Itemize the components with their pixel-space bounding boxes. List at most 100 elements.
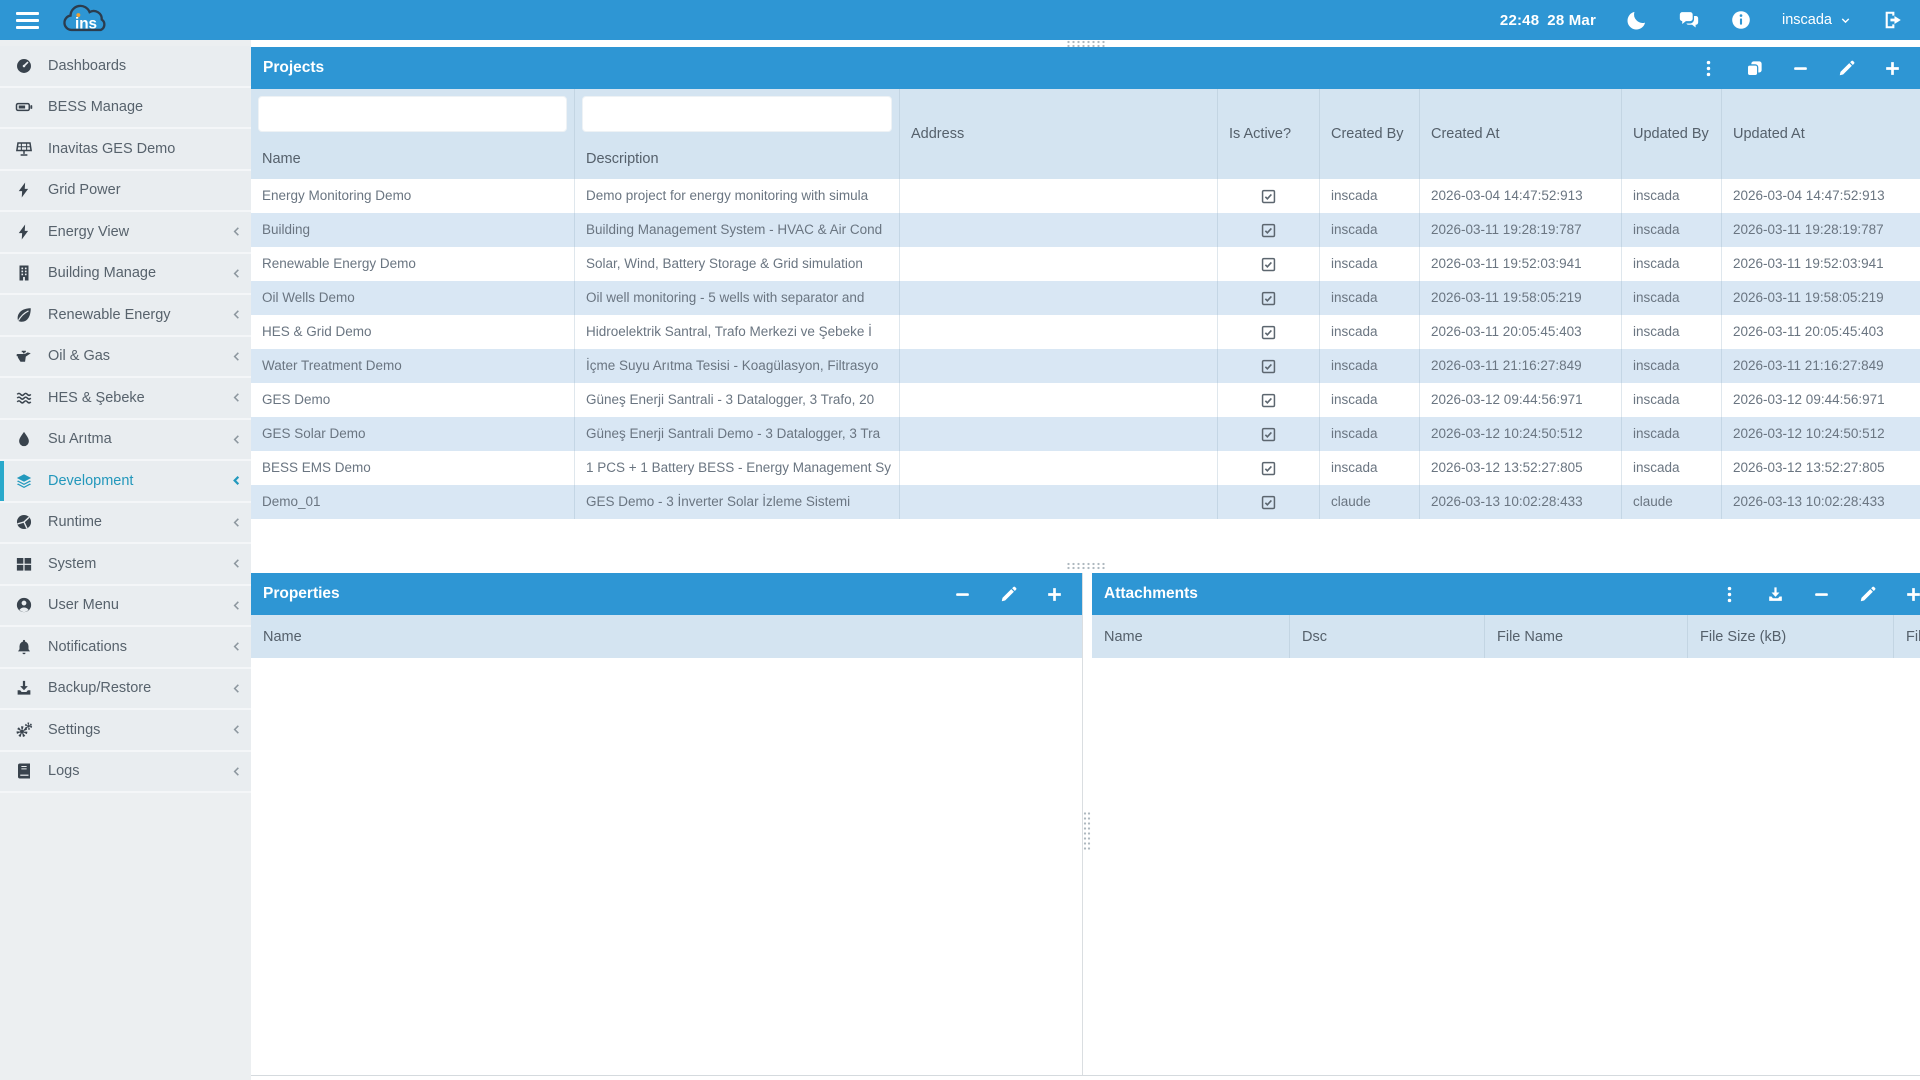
messages-icon[interactable]: [1678, 9, 1700, 31]
table-row[interactable]: Water Treatment Demo İçme Suyu Arıtma Te…: [251, 349, 1920, 383]
panel-splitter[interactable]: [1083, 573, 1092, 1075]
sidebar-item-oil-gas[interactable]: Oil & Gas: [0, 336, 251, 378]
projects-panel-resize-handle[interactable]: [1066, 40, 1106, 48]
sidebar-item-notifications[interactable]: Notifications: [0, 627, 251, 669]
column-header-name[interactable]: Name: [251, 89, 575, 179]
projects-panel-header: Projects: [251, 47, 1920, 89]
cell-created-by: inscada: [1320, 417, 1420, 451]
is-active-checkbox[interactable]: [1218, 485, 1320, 519]
edit-pencil-icon[interactable]: [1837, 59, 1856, 78]
is-active-checkbox[interactable]: [1218, 383, 1320, 417]
is-active-checkbox[interactable]: [1218, 179, 1320, 213]
svg-text:ins: ins: [75, 16, 97, 33]
collapse-minus-icon[interactable]: [953, 585, 972, 604]
sidebar-item-development[interactable]: Development: [0, 461, 251, 503]
table-row[interactable]: Demo_01 GES Demo - 3 İnverter Solar İzle…: [251, 485, 1920, 519]
is-active-checkbox[interactable]: [1218, 247, 1320, 281]
sidebar-item-dashboards[interactable]: Dashboards: [0, 46, 251, 88]
column-header-updated-by[interactable]: Updated By: [1622, 89, 1722, 179]
column-header-name[interactable]: Name: [263, 628, 302, 645]
leaf-icon: [0, 306, 48, 324]
edit-pencil-icon[interactable]: [1858, 585, 1877, 604]
table-row[interactable]: Energy Monitoring Demo Demo project for …: [251, 179, 1920, 213]
sidebar-item-grid-power[interactable]: Grid Power: [0, 170, 251, 212]
is-active-checkbox[interactable]: [1218, 417, 1320, 451]
cell-updated-at: 2026-03-11 20:05:45:403: [1733, 324, 1884, 339]
cell-created-at: 2026-03-12 09:44:56:971: [1420, 383, 1622, 417]
sidebar-item-bess-manage[interactable]: BESS Manage: [0, 87, 251, 129]
cell-description: Hidroelektrik Santral, Trafo Merkezi ve …: [575, 315, 900, 349]
properties-panel: Properties Name: [251, 573, 1083, 1075]
sidebar-item-settings[interactable]: Settings: [0, 710, 251, 752]
sidebar-item-renewable-energy[interactable]: Renewable Energy: [0, 295, 251, 337]
download-icon: [0, 679, 48, 697]
cell-created-by: inscada: [1320, 281, 1420, 315]
name-filter-input[interactable]: [258, 96, 567, 132]
column-header-created-by[interactable]: Created By: [1320, 89, 1420, 179]
column-header-dsc[interactable]: Dsc: [1290, 615, 1485, 658]
sidebar-item-system[interactable]: System: [0, 544, 251, 586]
table-row[interactable]: GES Solar Demo Güneş Enerji Santrali Dem…: [251, 417, 1920, 451]
column-header-description[interactable]: Description: [575, 89, 900, 179]
sidebar-item-runtime[interactable]: Runtime: [0, 502, 251, 544]
bolt-icon: [0, 181, 48, 199]
sidebar-item-hes-sebeke[interactable]: HES & Şebeke: [0, 378, 251, 420]
table-row[interactable]: GES Demo Güneş Enerji Santrali - 3 Datal…: [251, 383, 1920, 417]
column-header-name[interactable]: Name: [1092, 615, 1290, 658]
copy-icon[interactable]: [1745, 59, 1764, 78]
table-row[interactable]: HES & Grid Demo Hidroelektrik Santral, T…: [251, 315, 1920, 349]
sidebar-item-su-aritma[interactable]: Su Arıtma: [0, 419, 251, 461]
cell-updated-by: inscada: [1622, 383, 1722, 417]
sign-out-icon[interactable]: [1882, 9, 1904, 31]
table-row[interactable]: Oil Wells Demo Oil well monitoring - 5 w…: [251, 281, 1920, 315]
dark-mode-moon-icon[interactable]: [1626, 9, 1648, 31]
vertical-resize-handle[interactable]: [1083, 811, 1091, 851]
sidebar-item-logs[interactable]: Logs: [0, 751, 251, 793]
column-header-created-at[interactable]: Created At: [1420, 89, 1622, 179]
sidebar-item-backup-restore[interactable]: Backup/Restore: [0, 668, 251, 710]
properties-panel-header: Properties: [251, 573, 1082, 615]
sidebar-item-inavitas-ges-demo[interactable]: Inavitas GES Demo: [0, 129, 251, 171]
menu-toggle-icon[interactable]: [16, 11, 39, 29]
cell-name: Demo_01: [251, 485, 575, 519]
cell-updated-at: 2026-03-11 19:52:03:941: [1733, 256, 1884, 271]
add-plus-icon[interactable]: [1883, 59, 1902, 78]
sidebar-item-user-menu[interactable]: User Menu: [0, 585, 251, 627]
edit-pencil-icon[interactable]: [999, 585, 1018, 604]
table-row[interactable]: Renewable Energy Demo Solar, Wind, Batte…: [251, 247, 1920, 281]
is-active-checkbox[interactable]: [1218, 315, 1320, 349]
is-active-checkbox[interactable]: [1218, 349, 1320, 383]
collapse-minus-icon[interactable]: [1812, 585, 1831, 604]
column-header-file[interactable]: File: [1906, 628, 1920, 645]
add-plus-icon[interactable]: [1904, 585, 1920, 604]
column-header-file-name[interactable]: File Name: [1485, 615, 1688, 658]
kebab-menu-icon[interactable]: [1699, 59, 1718, 78]
column-header-file-size[interactable]: File Size (kB): [1688, 615, 1894, 658]
is-active-checkbox[interactable]: [1218, 213, 1320, 247]
cell-created-by: inscada: [1320, 213, 1420, 247]
add-plus-icon[interactable]: [1045, 585, 1064, 604]
chevron-left-icon: [221, 724, 251, 735]
bottom-panels-resize-handle[interactable]: [1066, 562, 1106, 570]
properties-grid-body: [251, 658, 1082, 1075]
column-header-is-active[interactable]: Is Active?: [1218, 89, 1320, 179]
cell-address: [900, 417, 1218, 451]
table-row[interactable]: Building Building Management System - HV…: [251, 213, 1920, 247]
user-menu-dropdown[interactable]: inscada: [1782, 12, 1852, 28]
column-header-updated-at[interactable]: Updated At: [1733, 126, 1805, 142]
collapse-minus-icon[interactable]: [1791, 59, 1810, 78]
sidebar-item-building-manage[interactable]: Building Manage: [0, 253, 251, 295]
cell-created-by: inscada: [1320, 315, 1420, 349]
cell-name: GES Solar Demo: [251, 417, 575, 451]
cell-updated-by: inscada: [1622, 349, 1722, 383]
info-icon[interactable]: [1730, 9, 1752, 31]
download-icon[interactable]: [1766, 585, 1785, 604]
column-header-address[interactable]: Address: [900, 89, 1218, 179]
table-row[interactable]: BESS EMS Demo 1 PCS + 1 Battery BESS - E…: [251, 451, 1920, 485]
kebab-menu-icon[interactable]: [1720, 585, 1739, 604]
is-active-checkbox[interactable]: [1218, 281, 1320, 315]
cell-updated-at: 2026-03-12 10:24:50:512: [1733, 426, 1885, 441]
sidebar-item-energy-view[interactable]: Energy View: [0, 212, 251, 254]
is-active-checkbox[interactable]: [1218, 451, 1320, 485]
description-filter-input[interactable]: [582, 96, 892, 132]
